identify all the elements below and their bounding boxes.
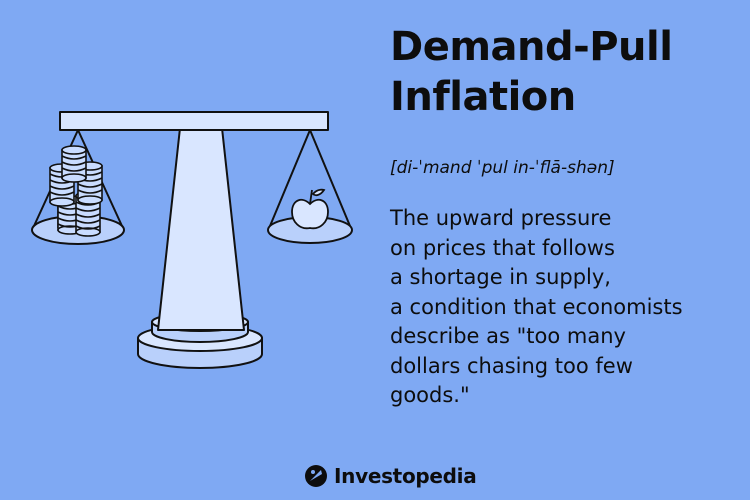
pronunciation: [di-ˈmand ˈpul in-ˈflā-shən] — [390, 158, 615, 178]
balance-scale-illustration — [31, 111, 353, 369]
investopedia-logo-icon — [305, 465, 327, 487]
definition-text: The upward pressure on prices that follo… — [390, 204, 745, 411]
coin-stacks-icon — [49, 145, 103, 237]
scale-beam — [59, 111, 329, 131]
scale-pillar — [157, 127, 245, 331]
definition-line: dollars chasing too few — [390, 353, 633, 378]
definition-line: goods." — [390, 383, 470, 407]
apple-icon — [291, 188, 329, 230]
title-line-1: Demand-Pull — [390, 24, 673, 70]
definition-line: The upward pressure — [390, 206, 612, 230]
title-line-2: Inflation — [390, 74, 576, 120]
page-title: Demand-Pull Inflation — [390, 22, 740, 122]
definition-line: on prices that follows — [390, 235, 615, 260]
definition-line: a condition that economists — [390, 294, 683, 319]
investopedia-brand: Investopedia — [304, 464, 477, 488]
definition-line: a shortage in supply, — [390, 265, 611, 289]
definition-line: describe as "too many — [390, 324, 626, 348]
brand-name: Investopedia — [334, 464, 477, 488]
